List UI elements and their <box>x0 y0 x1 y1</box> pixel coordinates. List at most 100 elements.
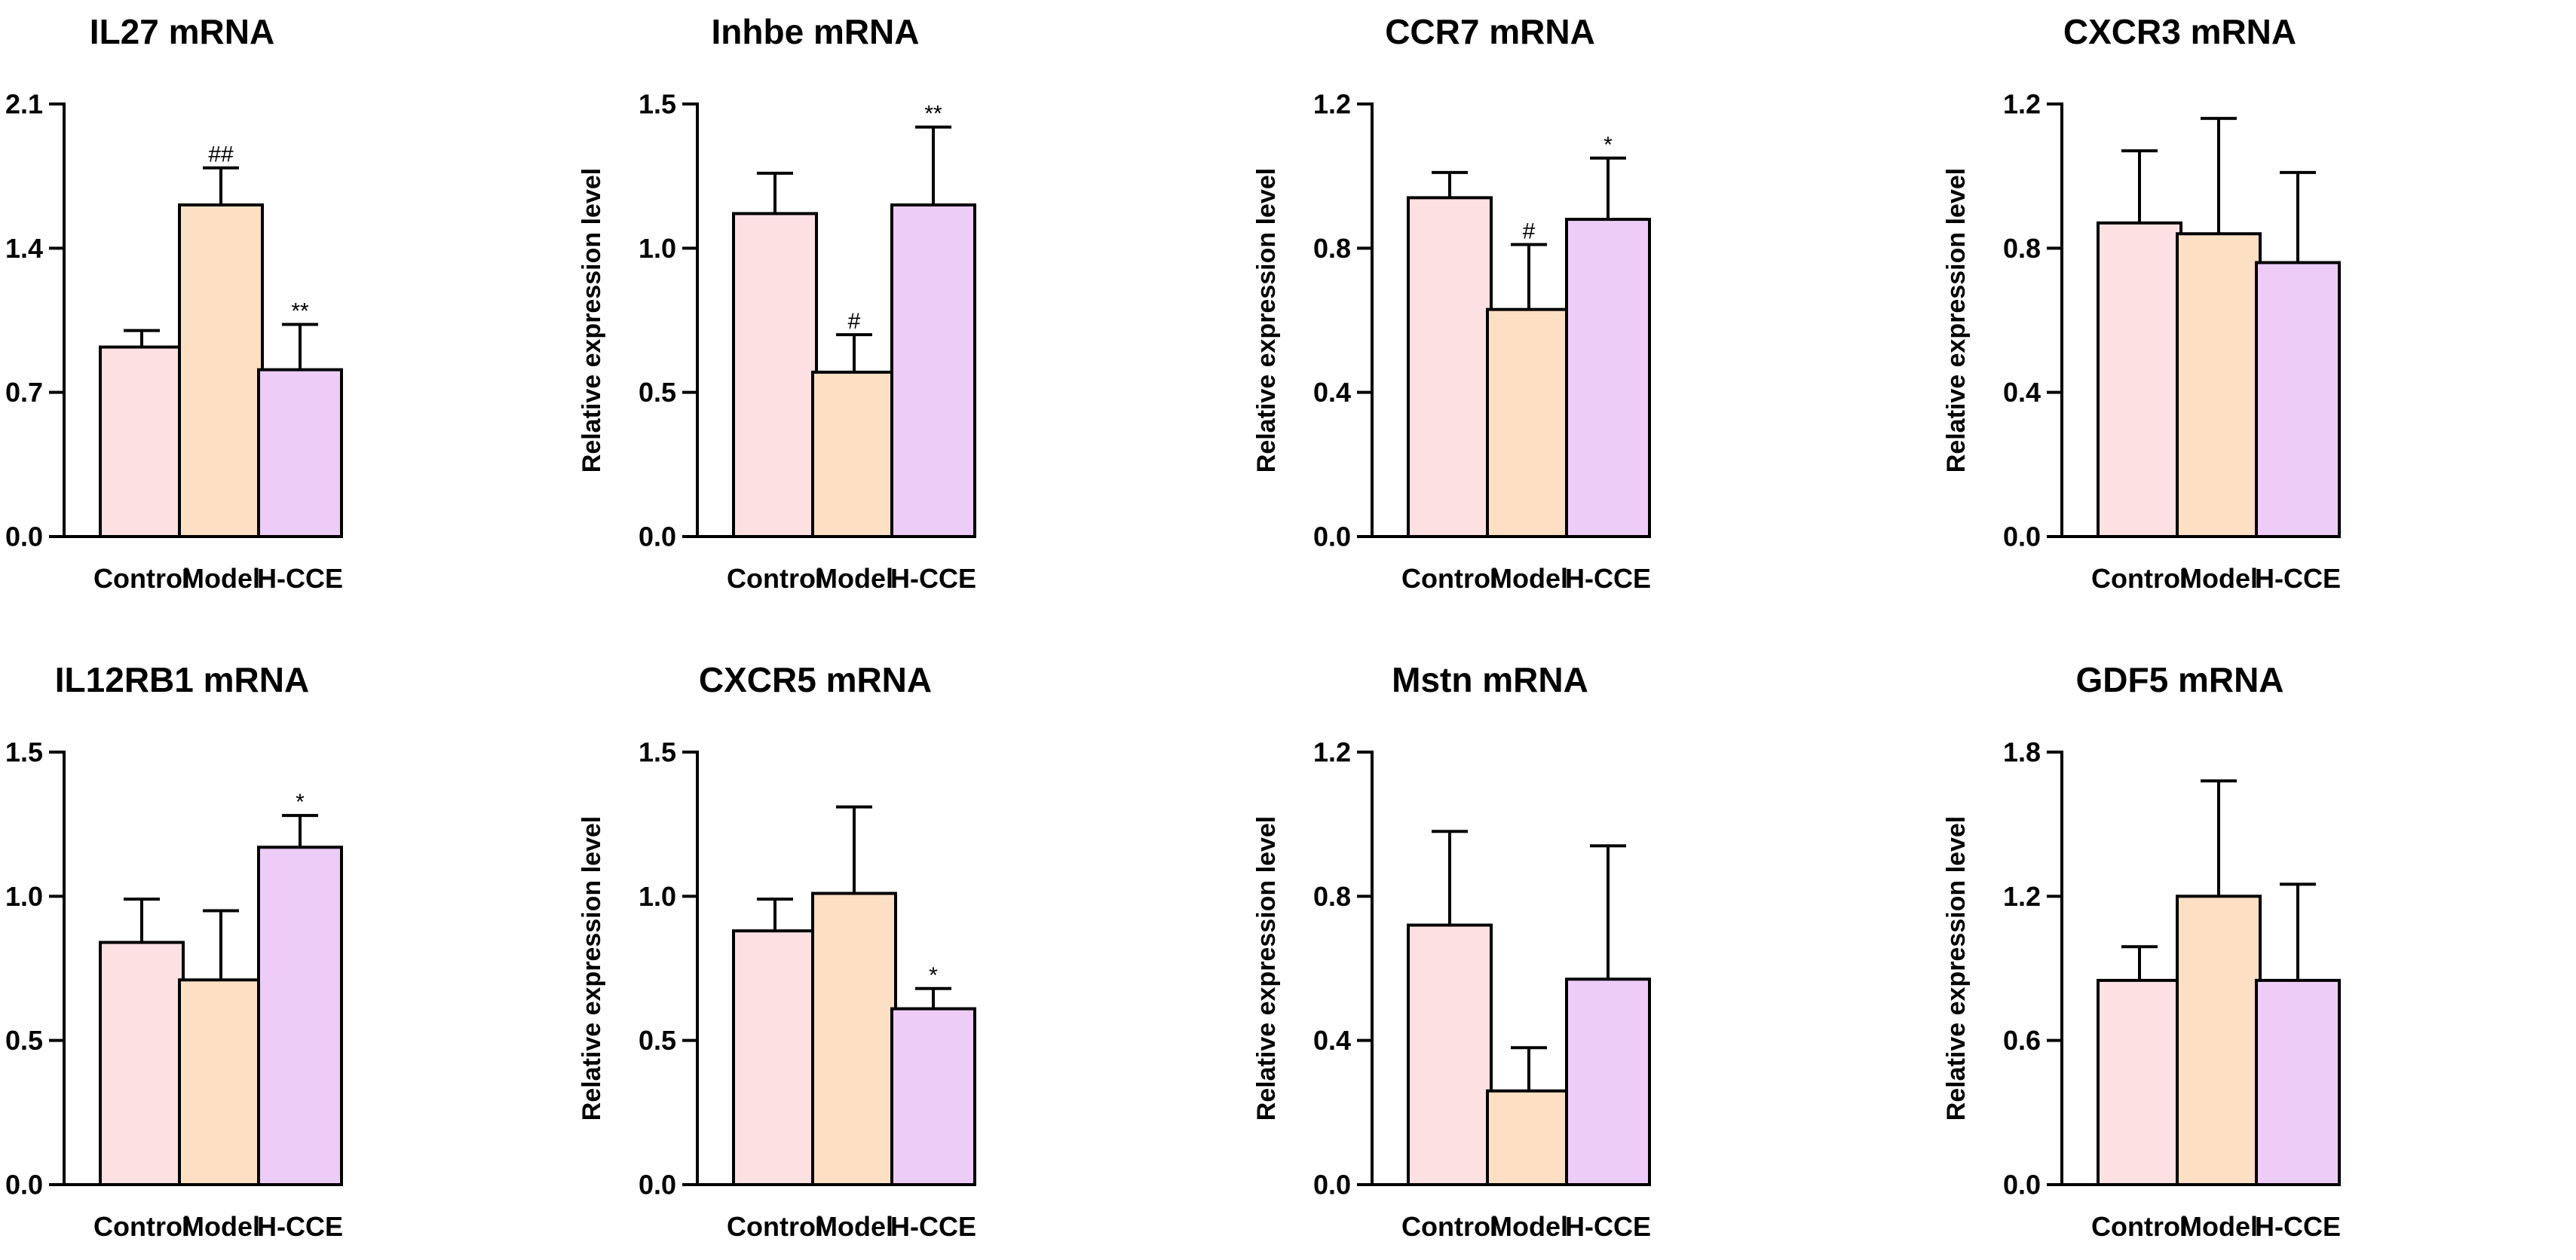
bar-h-cce <box>1565 977 1651 1186</box>
y-tick-label: 0.8 <box>2003 233 2041 264</box>
significance-marker: * <box>1603 133 1613 158</box>
chart-panel: CXCR5 mRNA Relative expression level Contr… <box>577 660 976 1242</box>
bar-model <box>2176 895 2262 1187</box>
significance-marker: ** <box>291 298 309 323</box>
x-tick-label: Model <box>182 563 260 594</box>
chart-panel: Inhbe mRNA Relative expression level Contr… <box>577 12 976 594</box>
chart-title: CXCR5 mRNA <box>699 660 932 699</box>
bar-control <box>732 929 818 1186</box>
y-tick-label: 2.1 <box>5 89 43 120</box>
y-tick-label: 1.0 <box>639 233 676 264</box>
bar-control <box>1407 923 1493 1186</box>
y-tick-label: 1.0 <box>639 881 676 912</box>
y-tick-label: 0.0 <box>639 521 676 552</box>
bar-model <box>811 370 897 538</box>
y-tick-label: 0.0 <box>2003 521 2041 552</box>
significance-marker: ** <box>924 102 942 127</box>
bar-model <box>811 891 897 1187</box>
x-tick-label: H-CCE <box>2255 1211 2341 1242</box>
y-tick-label: 1.0 <box>5 881 43 912</box>
y-axis-label: Relative expression level <box>577 168 606 472</box>
y-tick-label: 0.0 <box>639 1170 676 1200</box>
x-tick-label: H-CCE <box>890 563 976 594</box>
y-tick-label: 1.4 <box>5 233 43 264</box>
significance-marker: * <box>296 790 305 815</box>
x-tick-label: Model <box>2179 563 2258 594</box>
y-axis-label: Relative expression level <box>1942 168 1971 472</box>
significance-marker: ## <box>208 142 234 167</box>
y-tick-label: 0.8 <box>1313 233 1351 264</box>
y-tick-label: 1.2 <box>1313 737 1351 768</box>
bar-control <box>2097 978 2182 1186</box>
y-tick-label: 0.0 <box>1313 521 1351 552</box>
bar-model <box>178 203 264 538</box>
y-tick-label: 0.0 <box>5 521 43 552</box>
y-tick-label: 0.5 <box>5 1025 43 1056</box>
chart-title: GDF5 mRNA <box>2075 660 2283 699</box>
y-tick-label: 0.8 <box>1313 881 1351 912</box>
significance-marker: # <box>1523 219 1536 244</box>
y-tick-label: 0.5 <box>639 377 676 408</box>
x-tick-label: Control <box>93 563 190 594</box>
y-tick-label: 0.4 <box>1313 1025 1351 1056</box>
y-axis-label: Relative expression level <box>577 816 606 1121</box>
bar-h-cce <box>1565 218 1651 538</box>
y-tick-label: 0.5 <box>639 1025 676 1056</box>
chart-panel: GDF5 mRNA Relative expression level Contro… <box>1942 660 2341 1242</box>
bar-h-cce <box>890 1007 976 1187</box>
x-tick-label: Control <box>93 1211 190 1242</box>
chart-title: IL12RB1 mRNA <box>55 660 309 699</box>
x-tick-label: H-CCE <box>257 1211 343 1242</box>
y-tick-label: 1.5 <box>639 737 676 768</box>
bar-h-cce <box>890 203 976 538</box>
x-tick-label: H-CCE <box>1565 563 1651 594</box>
x-tick-label: Control <box>2091 1211 2188 1242</box>
x-tick-label: H-CCE <box>1565 1211 1651 1242</box>
significance-marker: # <box>848 309 861 334</box>
y-tick-label: 1.5 <box>639 89 676 120</box>
x-tick-label: Model <box>815 1211 893 1242</box>
y-tick-label: 1.8 <box>2003 737 2041 768</box>
bar-h-cce <box>257 368 343 538</box>
chart-title: Inhbe mRNA <box>712 12 920 51</box>
chart-title: CXCR3 mRNA <box>2063 12 2296 51</box>
bar-control <box>732 212 818 538</box>
chart-title: Mstn mRNA <box>1392 660 1588 699</box>
y-tick-label: 0.0 <box>5 1170 43 1200</box>
x-tick-label: Control <box>727 1211 823 1242</box>
x-tick-label: H-CCE <box>890 1211 976 1242</box>
bar-model <box>2176 232 2262 538</box>
chart-panel: Mstn mRNA Relative expression level Contro… <box>1252 660 1651 1242</box>
bar-control <box>2097 221 2182 538</box>
x-tick-label: Control <box>1401 1211 1498 1242</box>
y-tick-label: 0.4 <box>2003 377 2041 408</box>
significance-marker: * <box>929 963 938 988</box>
x-tick-label: Control <box>1401 563 1498 594</box>
chart-panel: CXCR3 mRNA Relative expression level Contr… <box>1942 12 2341 594</box>
y-tick-label: 1.5 <box>5 737 43 768</box>
x-tick-label: Model <box>1490 563 1568 594</box>
y-tick-label: 0.0 <box>1313 1170 1351 1200</box>
x-tick-label: H-CCE <box>257 563 343 594</box>
chart-title: CCR7 mRNA <box>1385 12 1595 51</box>
bar-control <box>1407 196 1493 538</box>
y-axis-label: Relative expression level <box>1252 168 1281 472</box>
y-axis-label: Relative expression level <box>1942 816 1971 1121</box>
y-tick-label: 0.0 <box>2003 1170 2041 1200</box>
chart-title: IL27 mRNA <box>90 12 274 51</box>
bar-h-cce <box>257 846 343 1187</box>
bar-model <box>1486 1089 1572 1186</box>
x-tick-label: Model <box>1490 1211 1568 1242</box>
y-tick-label: 1.2 <box>1313 89 1351 120</box>
x-tick-label: Model <box>182 1211 260 1242</box>
x-tick-label: Model <box>815 563 893 594</box>
x-tick-label: Control <box>727 563 823 594</box>
bar-control <box>99 345 185 538</box>
y-axis-label: Relative expression level <box>1252 816 1281 1121</box>
y-tick-label: 0.6 <box>2003 1025 2041 1056</box>
y-tick-label: 1.2 <box>2003 89 2041 120</box>
bar-model <box>178 978 264 1186</box>
